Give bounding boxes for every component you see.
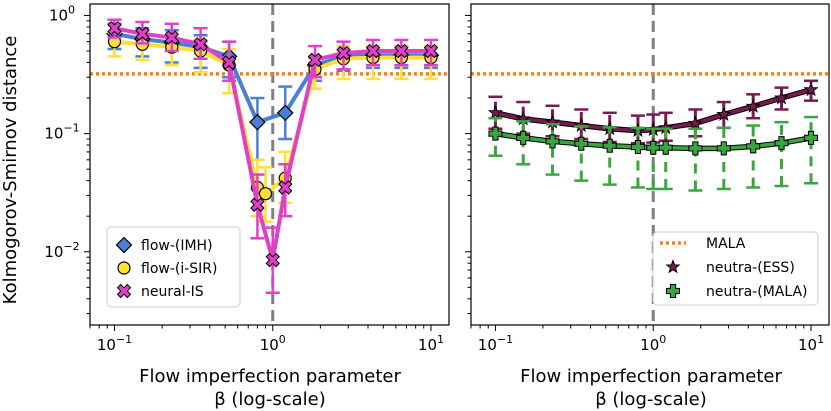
right-panel: 10−1 100 101: [465, 3, 830, 354]
data-point-neural-is: [107, 20, 122, 36]
left-x-axis-label-line1: Flow imperfection parameter: [139, 366, 401, 387]
left-legend-marker-isir: [117, 261, 131, 275]
data-point-neutra-ess: [687, 115, 703, 130]
data-point-neural-is: [221, 55, 237, 70]
right-legend-marker-neutra-ess: [665, 259, 681, 274]
series-neural-is: [107, 18, 439, 294]
y-tick-label: 10−1: [44, 122, 79, 143]
x-tick-label: 100: [260, 333, 286, 354]
x-tick-label: 10−1: [97, 333, 132, 354]
right-x-axis-label-line2: β (log-scale): [595, 389, 707, 410]
right-legend-marker-neutra-mala: [666, 284, 680, 298]
x-tick-label: 101: [798, 333, 824, 354]
data-point-neutra-mala: [602, 138, 617, 153]
legend-label-flow-isir: flow-(i-SIR): [141, 261, 218, 277]
data-point-neutra-mala: [488, 126, 503, 141]
axes-frame: [89, 3, 450, 326]
x-tick-label: 101: [418, 333, 444, 354]
data-point-neutra-ess: [487, 104, 504, 120]
data-point-neutra-ess: [803, 81, 819, 97]
data-point-neutra-ess: [544, 114, 561, 129]
data-point-neutra-mala: [774, 136, 789, 151]
data-point-neutra-ess: [773, 90, 790, 105]
data-point-neural-is: [135, 26, 150, 41]
legend-marker-flow-isir: [117, 261, 131, 275]
left-x-axis-label-line2: β (log-scale): [214, 389, 326, 410]
data-point-neural-is: [423, 43, 439, 59]
data-point-neutra-mala: [516, 130, 531, 145]
right-legend: MALA neutra-(ESS) neutra-(MALA): [652, 231, 819, 306]
data-point-neural-is: [394, 43, 409, 59]
data-point-flow-imh: [249, 113, 266, 131]
data-point-neutra-ess: [745, 98, 761, 113]
left-legend-marker-neural-is: [116, 283, 132, 299]
data-point-flow-imh: [276, 104, 294, 122]
legend-marker-neutra-mala: [666, 284, 680, 298]
legend-label-flow-imh: flow-(IMH): [141, 238, 213, 254]
data-point-neutra-mala: [688, 141, 703, 156]
plot-area: [471, 4, 829, 325]
left-legend-marker-imh: [115, 236, 133, 254]
data-point-neutra-mala: [658, 140, 673, 155]
data-point-neutra-ess: [716, 106, 732, 121]
series-neutra-mala: [488, 115, 819, 192]
data-point-neutra-mala: [746, 139, 761, 154]
legend-marker-neutra-ess: [665, 259, 681, 274]
data-point-neural-is: [193, 37, 208, 52]
data-point-neural-is: [278, 180, 293, 195]
data-point-neutra-mala: [545, 134, 560, 149]
data-point-flow-i-sir: [258, 187, 273, 201]
data-point-neutra-mala: [716, 141, 731, 156]
y-tick-label: 100: [49, 3, 75, 24]
y-tick-label: 10−2: [44, 240, 79, 261]
right-legend-frame: [652, 231, 819, 306]
data-point-neutra-mala: [574, 136, 589, 151]
left-legend-frame: [106, 226, 241, 308]
legend-label-neural-is: neural-IS: [141, 284, 204, 300]
left-panel: 10−1 100 101 10−2 10−1 100: [44, 3, 450, 354]
plot-area: [90, 4, 449, 325]
axes-frame: [470, 3, 830, 326]
data-point-neural-is: [365, 43, 381, 59]
data-point-neutra-mala: [630, 140, 645, 155]
legend-marker-flow-imh: [115, 236, 133, 254]
right-x-axis-label-line1: Flow imperfection parameter: [520, 366, 782, 387]
left-legend: flow-(IMH) flow-(i-SIR) neural-IS: [106, 226, 241, 308]
legend-label-neutra-ess: neutra-(ESS): [706, 260, 795, 276]
x-tick-label: 10−1: [478, 333, 513, 354]
x-tick-label: 100: [640, 333, 666, 354]
data-point-neural-is: [336, 45, 351, 61]
legend-label-neutra-mala: neutra-(MALA): [706, 284, 808, 300]
data-point-neural-is: [307, 52, 323, 68]
data-point-neural-is: [164, 30, 179, 45]
data-point-neutra-mala: [804, 130, 819, 145]
data-point-neural-is: [265, 252, 280, 268]
y-axis-label: Kolmogorov-Smirnov distance: [0, 36, 21, 305]
data-point-neural-is: [250, 197, 265, 212]
legend-label-mala: MALA: [706, 236, 746, 252]
legend-marker-neural-is: [116, 283, 132, 299]
data-point-neutra-mala: [646, 140, 661, 155]
